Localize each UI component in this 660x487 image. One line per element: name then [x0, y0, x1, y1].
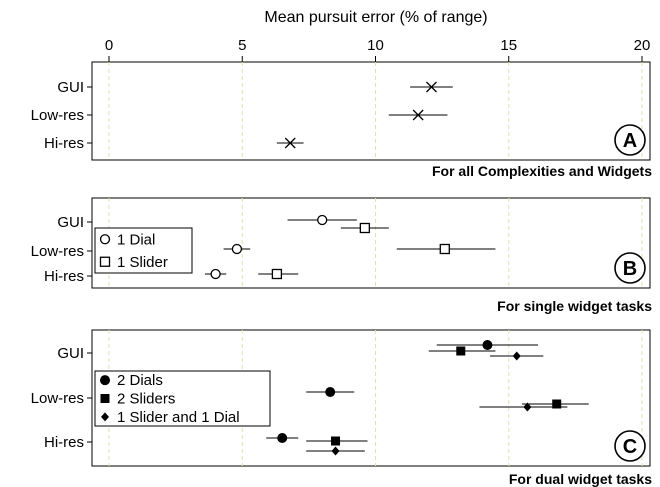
panel-letter-badge	[614, 124, 646, 156]
legend-entry: 2 Sliders	[117, 391, 175, 408]
data-point	[436, 340, 539, 350]
panel-letter: A	[623, 130, 637, 152]
legend-entry: 1 Slider and 1 Dial	[117, 409, 240, 426]
series-1-dial	[204, 214, 357, 280]
panels: GUI Low-res Hi-res A For all Complexities an…	[31, 61, 652, 487]
panel-caption: For dual widget tasks	[509, 471, 652, 487]
x-tick-label: 5	[238, 37, 246, 54]
category-label: Low-res	[31, 243, 84, 260]
legend-entry: 1 Dial	[117, 231, 155, 248]
panel-letter-badge	[614, 430, 646, 462]
data-point	[479, 402, 568, 412]
series-2-dials	[266, 340, 539, 443]
data-point-marker	[277, 433, 288, 443]
panel-letter-badge	[614, 252, 646, 284]
panel-letter: B	[623, 258, 637, 280]
x-axis: 0 5 10 15 20	[105, 37, 651, 62]
category-label: Hi-res	[44, 268, 84, 285]
data-point-marker	[426, 81, 437, 93]
category-label: Hi-res	[44, 135, 84, 152]
category-label: GUI	[57, 345, 84, 362]
data-point	[266, 433, 299, 443]
data-point	[223, 243, 251, 255]
legend-box	[94, 370, 271, 427]
panel-a: GUI Low-res Hi-res A For all Complexities an…	[31, 61, 652, 179]
data-point	[276, 137, 304, 149]
data-point	[340, 222, 389, 234]
category-label: Low-res	[31, 390, 84, 407]
data-point	[522, 399, 589, 409]
x-tick-label: 15	[500, 37, 517, 54]
data-point-marker	[210, 268, 221, 280]
data-point	[410, 81, 453, 93]
category-label: Low-res	[31, 107, 84, 124]
category-label: Hi-res	[44, 434, 84, 451]
x-tick-label: 0	[105, 37, 113, 54]
data-point	[428, 346, 496, 356]
panel-frame	[91, 61, 651, 161]
legend-box	[94, 227, 193, 274]
panel-b: GUI Low-res Hi-res 1 Dial 1 Slider B For singl…	[31, 197, 652, 314]
data-point	[490, 351, 544, 361]
legend-entry: 2 Dials	[117, 372, 163, 389]
series-overall	[276, 81, 453, 149]
data-point-marker	[100, 375, 110, 386]
data-point-marker	[359, 222, 370, 234]
data-point	[306, 436, 368, 446]
data-point	[258, 268, 299, 280]
data-point-marker	[99, 234, 111, 245]
legend-entry: 1 Slider	[117, 254, 168, 271]
data-point	[306, 446, 365, 456]
panel-letter: C	[623, 436, 637, 458]
data-point-marker	[317, 214, 328, 226]
data-point-marker	[482, 340, 493, 350]
series-1-slider-and-1-dial	[306, 351, 568, 456]
data-point-marker	[512, 351, 521, 361]
data-point-marker	[412, 109, 424, 121]
panel-caption: For all Complexities and Widgets	[432, 163, 652, 179]
data-point	[396, 243, 496, 255]
data-point-marker	[99, 256, 111, 267]
data-point-marker	[331, 446, 340, 456]
data-point-marker	[552, 399, 562, 409]
data-point-marker	[456, 346, 466, 356]
data-point	[388, 109, 448, 121]
data-point-marker	[100, 394, 110, 403]
legend: 1 Dial 1 Slider	[94, 227, 193, 274]
data-point-marker	[231, 243, 243, 255]
data-point	[287, 214, 357, 226]
data-point-marker	[439, 243, 450, 255]
data-point-marker	[331, 436, 341, 446]
data-point-marker	[101, 412, 109, 422]
x-tick-label: 10	[367, 37, 384, 54]
category-label: GUI	[57, 214, 84, 231]
data-point-marker	[523, 402, 532, 412]
data-point	[204, 268, 227, 280]
data-point-marker	[284, 137, 296, 149]
series-1-slider	[258, 222, 496, 280]
data-point-marker	[271, 268, 283, 280]
panel-caption: For single widget tasks	[497, 298, 652, 314]
x-tick-label: 20	[634, 37, 651, 54]
data-point	[306, 387, 355, 397]
series-2-sliders	[306, 346, 589, 446]
data-point-marker	[325, 387, 336, 397]
chart-title: Mean pursuit error (% of range)	[264, 9, 487, 26]
category-label: GUI	[57, 79, 84, 96]
